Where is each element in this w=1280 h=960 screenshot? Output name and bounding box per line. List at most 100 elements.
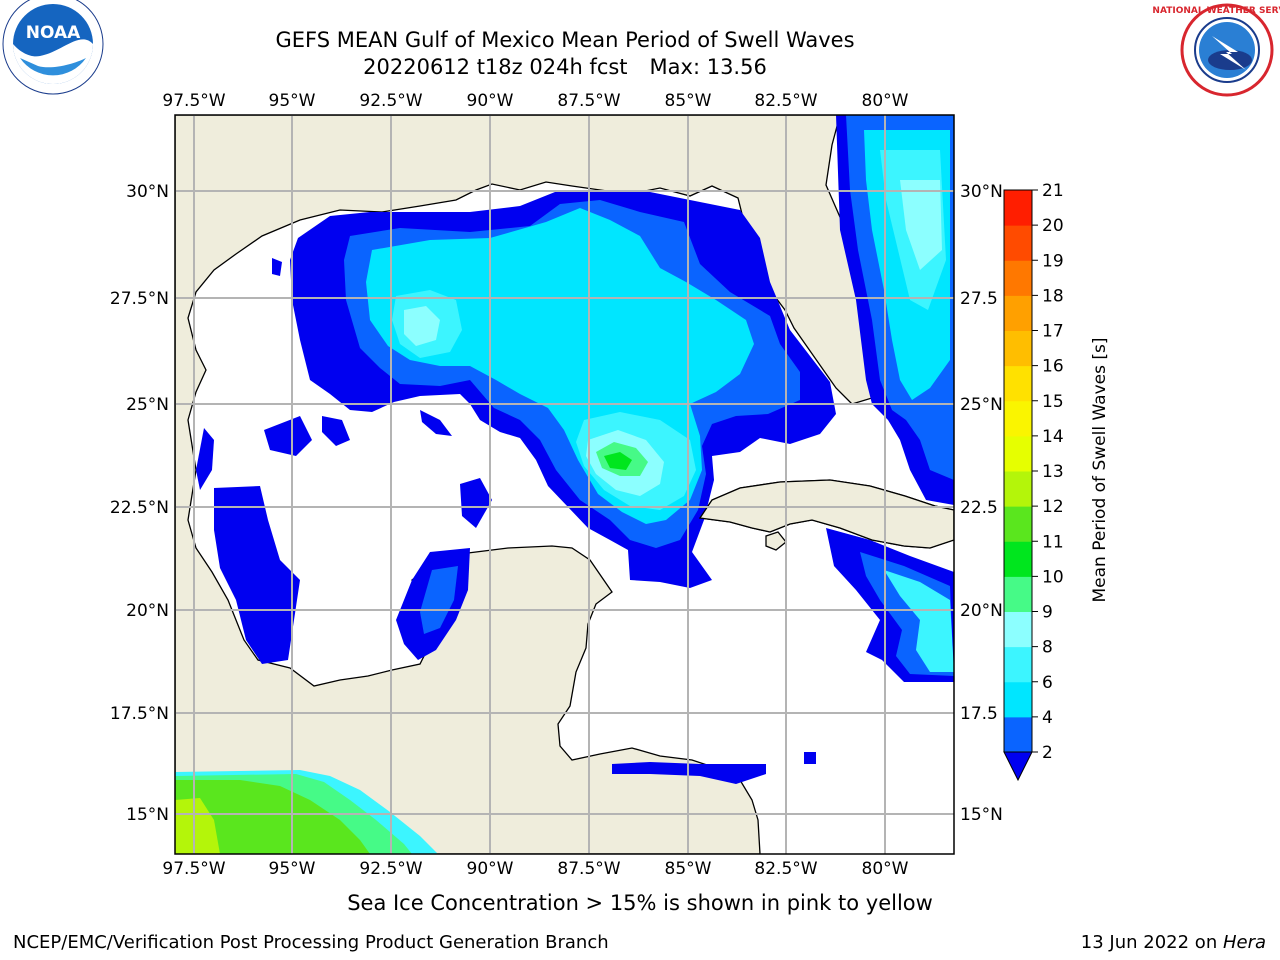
swell-patch-pacific-11 bbox=[175, 780, 370, 854]
colorbar-tick-label: 4 bbox=[1042, 708, 1053, 728]
lat-label-left: 25°N bbox=[126, 395, 169, 415]
lat-labels-right: 30°N 27.5 25°N 22.5 20°N 17.5 15°N bbox=[960, 182, 1003, 825]
colorbar-tick-label: 21 bbox=[1042, 181, 1064, 201]
colorbar: 2 4 6 8 9 10 11 12 13 14 15 16 17 18 19 20 21 bbox=[1003, 181, 1064, 782]
footer-date-text: 13 Jun 2022 on bbox=[1080, 932, 1223, 953]
lat-label-left: 30°N bbox=[126, 182, 169, 202]
graticule bbox=[175, 115, 954, 854]
colorbar-swatch bbox=[1004, 330, 1032, 367]
colorbar-tick-label: 17 bbox=[1042, 322, 1064, 342]
swell-patch-west-3 bbox=[322, 416, 350, 446]
map-frame bbox=[174, 114, 955, 855]
noaa-logo-text: NOAA bbox=[26, 23, 81, 43]
run-info: 20220612 t18z 024h fcst bbox=[363, 55, 628, 79]
colorbar-swatch bbox=[1004, 506, 1032, 542]
lon-label-top: 95°W bbox=[269, 91, 316, 111]
colorbar-tick-label: 16 bbox=[1042, 357, 1064, 377]
lon-label-top: 90°W bbox=[467, 91, 514, 111]
colorbar-tick-label: 15 bbox=[1042, 392, 1064, 412]
footer-host: Hera bbox=[1222, 932, 1266, 953]
colorbar-swatch bbox=[1004, 541, 1032, 577]
lon-label-bottom: 85°W bbox=[665, 859, 712, 879]
colorbar-tick-label: 8 bbox=[1042, 638, 1053, 658]
lat-label-right: 17.5 bbox=[960, 704, 998, 724]
lat-label-right: 15°N bbox=[960, 805, 1003, 825]
lon-label-bottom: 90°W bbox=[467, 859, 514, 879]
colorbar-swatch bbox=[1004, 260, 1032, 296]
colorbar-tick-label: 12 bbox=[1042, 497, 1064, 517]
lon-label-bottom: 80°W bbox=[862, 859, 909, 879]
swell-patch-west-6 bbox=[196, 428, 214, 490]
colorbar-swatch bbox=[1004, 400, 1032, 437]
colorbar-tick-label: 14 bbox=[1042, 427, 1064, 447]
lat-label-right: 25°N bbox=[960, 395, 1003, 415]
colorbar-tick-label: 10 bbox=[1042, 567, 1064, 587]
colorbar-swatch bbox=[1004, 190, 1032, 226]
max-value: Max: 13.56 bbox=[649, 55, 767, 79]
colorbar-tick-label: 11 bbox=[1042, 532, 1064, 552]
land-isla-juventud bbox=[765, 531, 787, 551]
colorbar-tick-label: 20 bbox=[1042, 216, 1064, 236]
swell-contour-10 bbox=[604, 452, 632, 470]
sea-ice-note: Sea Ice Concentration > 15% is shown in … bbox=[347, 891, 933, 915]
lon-label-bottom: 87.5°W bbox=[557, 859, 620, 879]
swell-patch-west-5 bbox=[272, 258, 282, 276]
noaa-logo: NOAA bbox=[2, 0, 104, 95]
lat-label-left: 20°N bbox=[126, 601, 169, 621]
lat-label-right: 22.5 bbox=[960, 498, 998, 518]
swell-patch-mid-2 bbox=[420, 410, 452, 436]
lon-label-top: 80°W bbox=[862, 91, 909, 111]
lon-label-bottom: 92.5°W bbox=[359, 859, 422, 879]
colorbar-swatch bbox=[1004, 435, 1032, 472]
colorbar-tick-label: 18 bbox=[1042, 286, 1064, 306]
colorbar-tick-label: 13 bbox=[1042, 462, 1064, 482]
lat-label-right: 30°N bbox=[960, 182, 1003, 202]
map-area bbox=[175, 115, 954, 854]
colorbar-label: Mean Period of Swell Waves [s] bbox=[1090, 338, 1110, 603]
lat-label-left: 27.5°N bbox=[110, 289, 169, 309]
colorbar-swatch bbox=[1004, 646, 1032, 683]
swell-patch-mid bbox=[460, 478, 492, 528]
lon-label-top: 85°W bbox=[665, 91, 712, 111]
colorbar-swatch bbox=[1004, 576, 1032, 612]
swell-patch-west-4 bbox=[300, 312, 344, 354]
lon-label-bottom: 95°W bbox=[269, 859, 316, 879]
lat-label-right: 20°N bbox=[960, 601, 1003, 621]
colorbar-tick-label: 6 bbox=[1042, 673, 1053, 693]
colorbar-swatch bbox=[1004, 611, 1032, 648]
nws-logo-text: NATIONAL WEATHER SERVICE bbox=[1152, 6, 1280, 16]
swell-patch-campeche-inner bbox=[420, 566, 458, 634]
lon-labels-top: 97.5°W 95°W 92.5°W 90°W 87.5°W 85°W 82.5… bbox=[162, 91, 908, 111]
swell-contour-8 bbox=[404, 306, 440, 346]
colorbar-swatch bbox=[1004, 295, 1032, 331]
swell-patch-west-2 bbox=[264, 416, 312, 456]
land-cuba-top bbox=[698, 479, 954, 549]
lat-label-left: 15°N bbox=[126, 805, 169, 825]
footer-credit: NCEP/EMC/Verification Post Processing Pr… bbox=[13, 932, 609, 953]
swell-patch-west-1 bbox=[214, 486, 300, 664]
chart-title: GEFS MEAN Gulf of Mexico Mean Period of … bbox=[275, 28, 855, 52]
swell-patch-caribbean-6 bbox=[884, 570, 954, 672]
footer-date: 13 Jun 2022 on Hera bbox=[1081, 932, 1266, 953]
lat-labels-left: 30°N 27.5°N 25°N 22.5°N 20°N 17.5°N 15°N bbox=[110, 182, 169, 825]
lon-label-top: 87.5°W bbox=[557, 91, 620, 111]
lat-label-right: 27.5 bbox=[960, 289, 998, 309]
chart-subtitle: 20220612 t18z 024h fcst Max: 13.56 bbox=[160, 54, 970, 80]
lat-label-left: 17.5°N bbox=[110, 704, 169, 724]
colorbar-under-triangle bbox=[1003, 751, 1033, 782]
colorbar-tick-label: 9 bbox=[1042, 603, 1053, 623]
colorbar-swatch bbox=[1004, 716, 1032, 753]
lat-label-left: 22.5°N bbox=[110, 498, 169, 518]
lon-label-top: 97.5°W bbox=[162, 91, 225, 111]
swell-patch-small bbox=[804, 752, 816, 764]
colorbar-swatch bbox=[1004, 225, 1032, 261]
lon-label-bottom: 82.5°W bbox=[754, 859, 817, 879]
swell-patch-pacific-12 bbox=[175, 798, 220, 854]
lon-label-top: 82.5°W bbox=[754, 91, 817, 111]
colorbar-swatch bbox=[1004, 471, 1032, 507]
lon-label-top: 92.5°W bbox=[359, 91, 422, 111]
nws-logo: NATIONAL WEATHER SERVICE bbox=[1152, 3, 1280, 97]
colorbar-tick-label: 2 bbox=[1042, 743, 1053, 763]
swell-patch-atlantic-8 bbox=[900, 180, 942, 270]
